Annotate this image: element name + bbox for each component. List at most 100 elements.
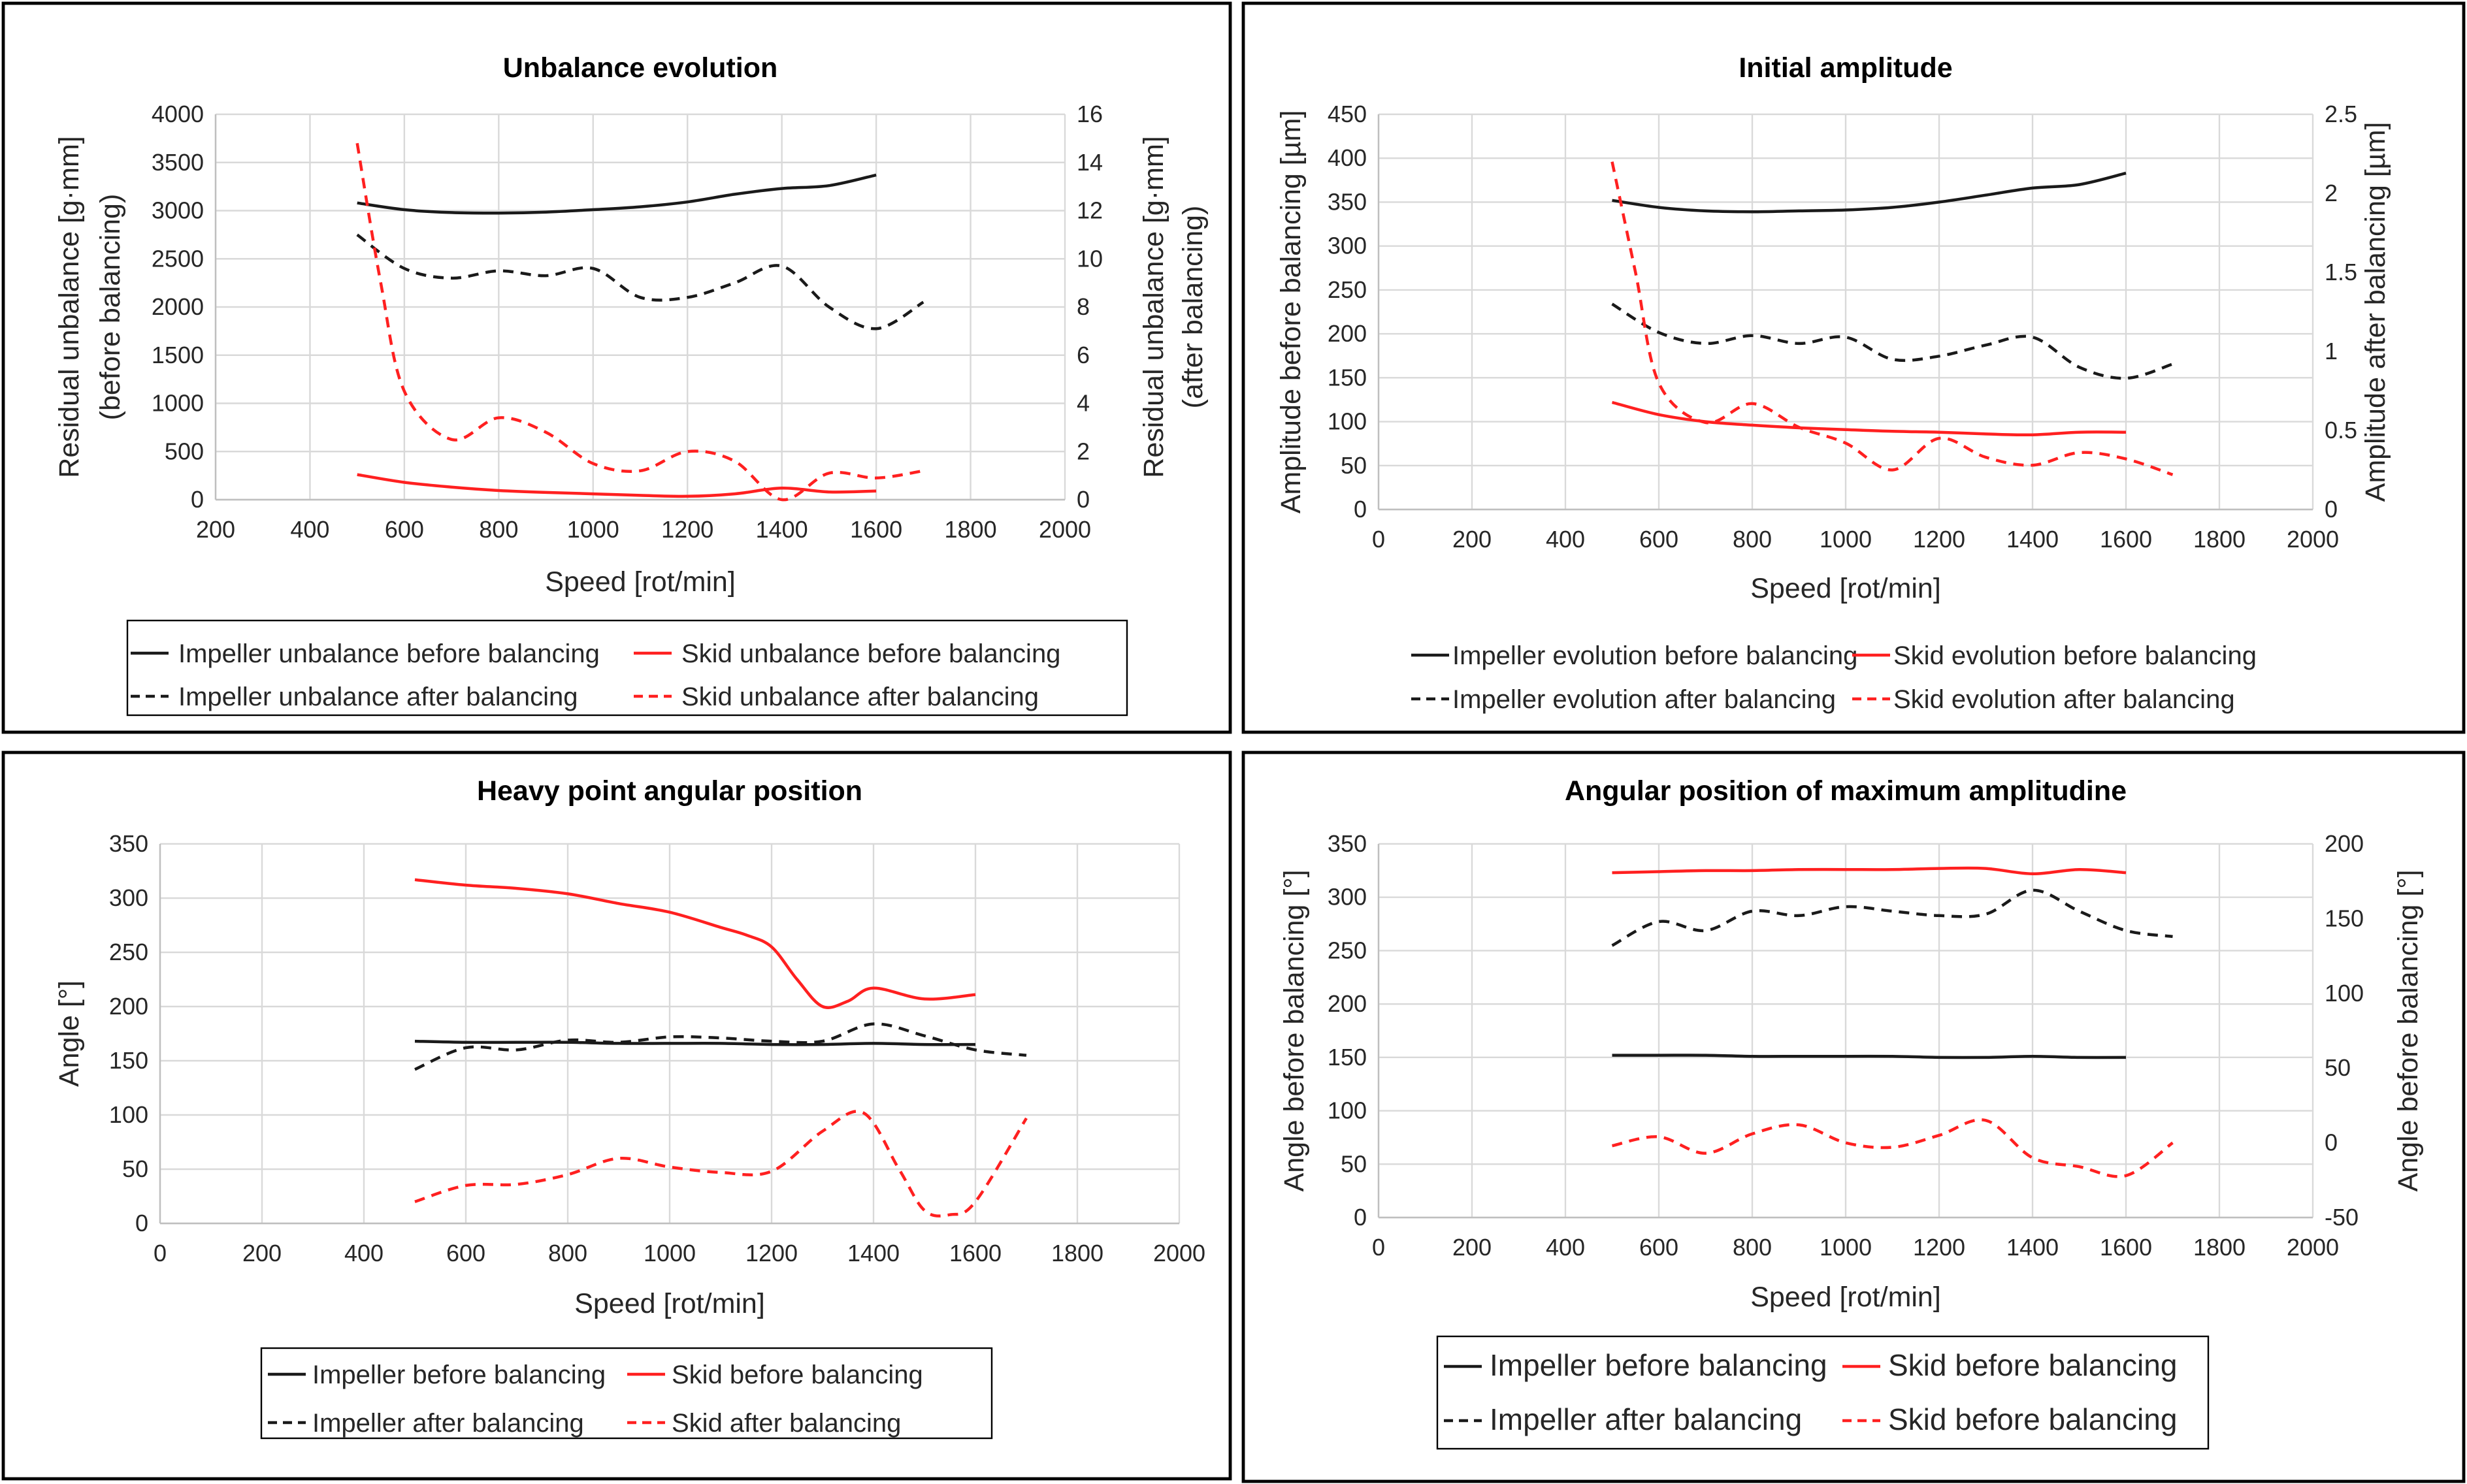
legend-label: Impeller before balancing — [1490, 1348, 1827, 1382]
y-tick-label: 2500 — [152, 245, 204, 272]
x-tick-label: 2000 — [1039, 516, 1091, 543]
legend-label: Skid before balancing — [672, 1361, 923, 1389]
y2-tick-label: 150 — [2325, 905, 2364, 931]
y2-tick-label: 100 — [2325, 980, 2364, 1007]
y-tick-label: 50 — [1341, 1150, 1367, 1177]
y-tick-label: 250 — [1328, 276, 1367, 303]
y2-tick-label: 14 — [1077, 149, 1103, 176]
y-tick-label: 150 — [1328, 1044, 1367, 1071]
y2-tick-label: 0.5 — [2325, 417, 2357, 444]
chart-2: Initial amplitude05010015020025030035040… — [1275, 52, 2391, 714]
x-tick-label: 1400 — [2006, 1234, 2059, 1261]
x-tick-label: 1800 — [945, 516, 997, 543]
series-line-2 — [357, 473, 877, 498]
y-tick-label: 300 — [1328, 233, 1367, 259]
legend-box — [1436, 1335, 2210, 1450]
x-tick-label: 1200 — [745, 1240, 798, 1266]
x-tick-label: 200 — [196, 516, 235, 543]
chart-title: Unbalance evolution — [503, 52, 778, 84]
x-tick-label: 800 — [1733, 526, 1772, 553]
chart-title: Heavy point angular position — [477, 775, 862, 807]
y-tick-label: 300 — [109, 884, 148, 911]
y2-tick-label: 16 — [1077, 101, 1103, 127]
y-axis-title: Amplitude before balancing [µm] — [1275, 110, 1307, 514]
series-line-4 — [1612, 1118, 2174, 1178]
series-line-4 — [1610, 161, 2174, 476]
x-tick-label: 0 — [1372, 1234, 1385, 1261]
legend-label: Impeller after balancing — [312, 1409, 584, 1438]
y-tick-label: 500 — [165, 438, 204, 464]
y-tick-label: 200 — [1328, 320, 1367, 347]
chart-4: Angular position of maximum amplitudine 0… — [1279, 775, 2424, 1450]
y-tick-label: 2000 — [152, 293, 204, 320]
x-tick-label: 600 — [1639, 1234, 1678, 1261]
y2-axis-title: Residual unbalance [g·mm] — [1138, 136, 1169, 477]
series-line-1 — [414, 1039, 976, 1046]
legend-label: Skid evolution after balancing — [1893, 685, 2235, 714]
y-tick-label: 200 — [1328, 990, 1367, 1017]
y-tick-label: 250 — [109, 939, 148, 965]
legend-label: Impeller before balancing — [312, 1361, 606, 1389]
series-line-4 — [355, 142, 924, 502]
y2-tick-label: 0 — [2325, 1129, 2338, 1156]
x-tick-label: 1200 — [1913, 1234, 1965, 1261]
x-tick-label: 1400 — [847, 1240, 900, 1266]
series-line-3 — [356, 233, 924, 331]
y2-axis-title-line2: (after balancing) — [1177, 206, 1209, 409]
x-tick-label: 600 — [446, 1240, 485, 1266]
x-axis-title: Speed [rot/min] — [574, 1288, 765, 1319]
y2-axis-title: Amplitude after balancing [µm] — [2360, 122, 2391, 502]
x-tick-label: 1000 — [1820, 1234, 1872, 1261]
y-axis-title: Residual unbalance [g·mm] — [54, 136, 85, 477]
chart-2-panel — [1241, 1, 2466, 734]
x-tick-label: 400 — [344, 1240, 384, 1266]
x-tick-label: 800 — [548, 1240, 587, 1266]
x-tick-label: 200 — [1452, 526, 1492, 553]
legend-label: Impeller evolution before balancing — [1452, 641, 1857, 670]
x-tick-label: 1000 — [644, 1240, 696, 1266]
y2-tick-label: 2 — [2325, 180, 2338, 206]
y-tick-label: 0 — [191, 486, 204, 513]
y-tick-label: 3000 — [152, 197, 204, 224]
y2-tick-label: 1.5 — [2325, 259, 2357, 285]
x-tick-label: 1800 — [2193, 526, 2246, 553]
y2-tick-label: 2 — [1077, 438, 1090, 464]
chart-3: Heavy point angular position 0 50 100 150 200… — [54, 775, 1205, 1440]
chart-title: Angular position of maximum amplitudine — [1565, 775, 2127, 807]
y-axis-title-line2: (before balancing) — [95, 194, 126, 421]
y-tick-label: 4000 — [152, 101, 204, 127]
x-tick-label: 800 — [479, 516, 518, 543]
y-tick-label: 450 — [1328, 101, 1367, 127]
x-tick-label: 1000 — [1820, 526, 1872, 553]
x-tick-label: 600 — [1639, 526, 1678, 553]
x-tick-label: 1400 — [2006, 526, 2059, 553]
y2-axis-title: Angle before balancing [°] — [2393, 870, 2424, 1192]
y-tick-label: 1000 — [152, 390, 204, 417]
legend-label: Skid evolution before balancing — [1893, 641, 2257, 670]
y2-tick-label: 50 — [2325, 1054, 2351, 1081]
legend-label: Impeller unbalance before balancing — [178, 639, 600, 668]
legend-label: Skid after balancing — [672, 1409, 901, 1438]
x-tick-label: 2000 — [2287, 1234, 2339, 1261]
legend-box — [260, 1347, 993, 1440]
y-tick-label: 1500 — [152, 342, 204, 368]
x-tick-label: 800 — [1733, 1234, 1772, 1261]
y-tick-label: 100 — [1328, 408, 1367, 435]
y-tick-label: 300 — [1328, 884, 1367, 911]
x-tick-label: 200 — [1452, 1234, 1492, 1261]
y-tick-label: 0 — [1354, 1204, 1367, 1231]
x-tick-label: 2000 — [1153, 1240, 1205, 1266]
y2-tick-label: 0 — [1077, 486, 1090, 513]
y-tick-label: 200 — [109, 993, 148, 1020]
y2-tick-label: 1 — [2325, 338, 2338, 364]
y-tick-label: 350 — [1328, 188, 1367, 215]
x-tick-label: 1800 — [1051, 1240, 1103, 1266]
series-line-3 — [1611, 302, 2174, 380]
y-tick-label: 150 — [1328, 364, 1367, 391]
x-tick-label: 2000 — [2287, 526, 2339, 553]
y2-tick-label: 6 — [1077, 342, 1090, 368]
x-tick-label: 1200 — [661, 516, 713, 543]
series-line-2 — [1612, 866, 2127, 876]
y2-tick-label: 10 — [1077, 245, 1103, 272]
